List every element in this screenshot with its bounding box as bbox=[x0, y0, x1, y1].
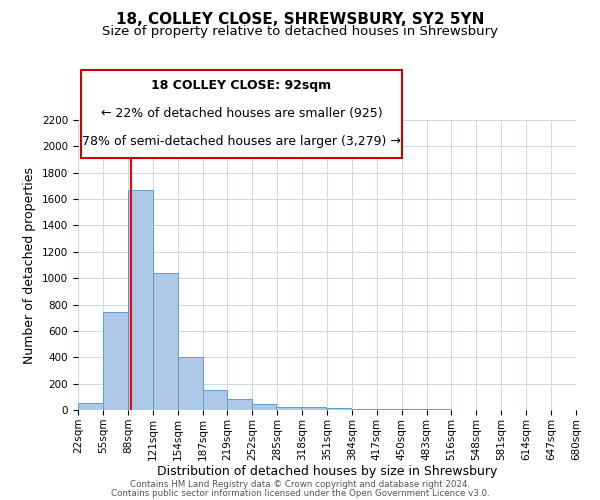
Text: 18, COLLEY CLOSE, SHREWSBURY, SY2 5YN: 18, COLLEY CLOSE, SHREWSBURY, SY2 5YN bbox=[116, 12, 484, 28]
Text: 18 COLLEY CLOSE: 92sqm: 18 COLLEY CLOSE: 92sqm bbox=[151, 79, 332, 92]
Bar bbox=[78, 404, 103, 410]
Bar bbox=[251, 404, 277, 410]
Bar bbox=[152, 273, 178, 410]
Text: Contains public sector information licensed under the Open Government Licence v3: Contains public sector information licen… bbox=[110, 489, 490, 498]
Text: Contains HM Land Registry data © Crown copyright and database right 2024.: Contains HM Land Registry data © Crown c… bbox=[130, 480, 470, 489]
X-axis label: Distribution of detached houses by size in Shrewsbury: Distribution of detached houses by size … bbox=[157, 466, 497, 478]
Bar bbox=[128, 190, 152, 410]
Bar bbox=[277, 406, 301, 410]
Bar bbox=[426, 408, 451, 410]
Bar bbox=[326, 408, 351, 410]
Bar bbox=[203, 390, 227, 410]
Bar bbox=[351, 408, 376, 410]
Text: 78% of semi-detached houses are larger (3,279) →: 78% of semi-detached houses are larger (… bbox=[82, 135, 401, 148]
Y-axis label: Number of detached properties: Number of detached properties bbox=[23, 166, 37, 364]
Bar bbox=[301, 408, 326, 410]
Bar bbox=[178, 356, 203, 410]
Text: ← 22% of detached houses are smaller (925): ← 22% of detached houses are smaller (92… bbox=[101, 107, 382, 120]
Text: Size of property relative to detached houses in Shrewsbury: Size of property relative to detached ho… bbox=[102, 25, 498, 38]
Bar bbox=[103, 312, 128, 410]
Bar bbox=[227, 400, 251, 410]
